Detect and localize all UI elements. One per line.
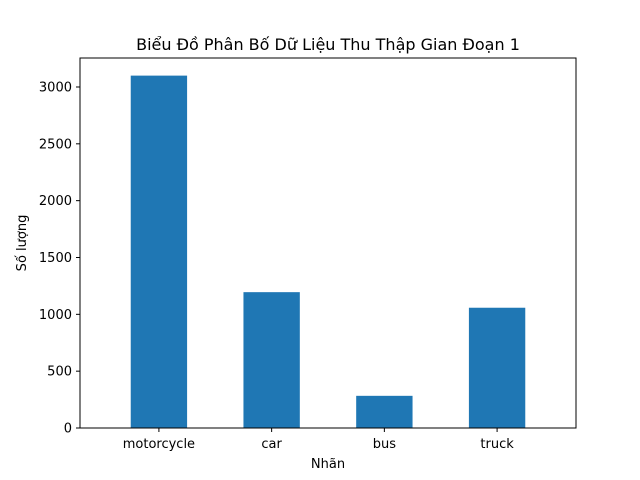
- x-tick-label-car: car: [261, 437, 282, 452]
- y-tick-label-2000: 2000: [39, 194, 72, 209]
- x-tick-label-bus: bus: [373, 437, 396, 452]
- y-tick-label-1000: 1000: [39, 308, 72, 323]
- bar-car: [243, 292, 300, 428]
- x-axis-label: Nhãn: [311, 457, 345, 472]
- y-tick-label-1500: 1500: [39, 251, 72, 266]
- y-axis-label: Số lượng: [15, 215, 30, 272]
- bar-truck: [468, 307, 526, 428]
- x-tick-label-motorcycle: motorcycle: [123, 437, 195, 452]
- x-tick-label-truck: truck: [480, 437, 514, 452]
- x-axis: motorcycle car bus truck: [123, 428, 514, 452]
- y-tick-label-2500: 2500: [39, 137, 72, 152]
- y-tick-label-500: 500: [47, 365, 72, 380]
- chart-title: Biểu Đồ Phân Bố Dữ Liệu Thu Thập Gian Đo…: [136, 35, 520, 54]
- y-tick-label-0: 0: [64, 422, 72, 437]
- bar-bus: [356, 395, 413, 428]
- y-tick-label-3000: 3000: [39, 80, 72, 95]
- bars-group: [130, 75, 526, 428]
- y-axis: 0 500 1000 1500 2000 2500 3000: [39, 80, 80, 437]
- bar-motorcycle: [130, 75, 188, 428]
- plot-frame: [79, 57, 577, 429]
